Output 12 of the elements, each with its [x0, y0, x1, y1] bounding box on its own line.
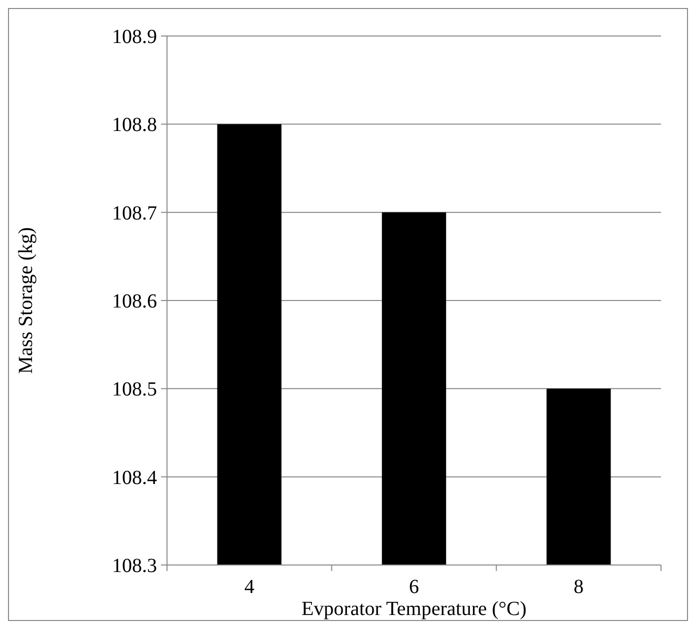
x-tick-label: 4 — [244, 576, 254, 598]
y-tick-label: 108.9 — [112, 26, 157, 48]
x-tick-label: 8 — [574, 576, 584, 598]
y-axis-title: Mass Storage (kg) — [15, 227, 37, 374]
x-tick-label: 6 — [409, 576, 419, 598]
y-tick-label: 108.6 — [112, 290, 157, 312]
y-tick-label: 108.4 — [112, 466, 157, 489]
y-tick-label: 108.8 — [112, 114, 157, 136]
y-tick-label: 108.5 — [112, 378, 157, 401]
x-axis-title: Evporator Temperature (°C) — [301, 598, 527, 620]
y-tick-label: 108.7 — [112, 202, 157, 224]
y-tick-label: 108.3 — [112, 555, 157, 577]
